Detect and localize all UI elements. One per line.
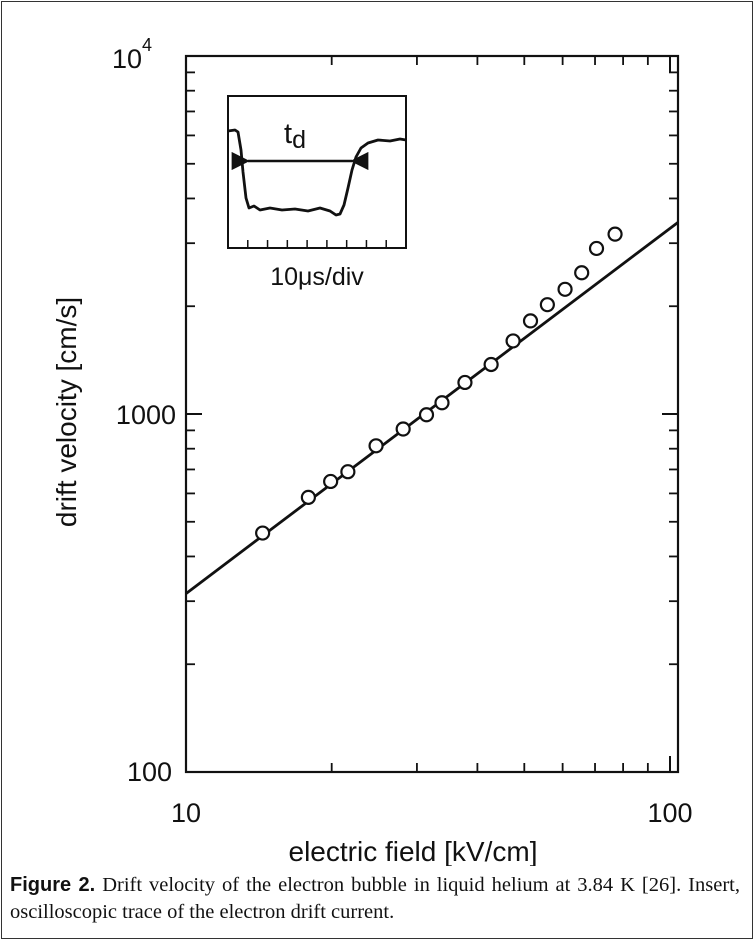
data-point [395, 421, 411, 437]
data-point [557, 281, 573, 297]
y-tick-label-10000: 104 [112, 35, 152, 74]
y-axis-title: drift velocity [cm/s] [51, 297, 82, 527]
data-point [418, 407, 435, 423]
data-point [300, 489, 316, 505]
data-point [607, 226, 623, 242]
inset-frame [227, 95, 407, 249]
data-point [368, 438, 384, 454]
caption-text: Drift velocity of the electron bubble in… [10, 874, 740, 923]
timebase-label: 10μs/div [270, 263, 364, 291]
inset-oscilloscope: td 10μs/div [227, 95, 407, 291]
inset-trace [227, 128, 407, 217]
data-point [574, 265, 590, 281]
data-point [340, 464, 356, 480]
data-point [457, 374, 473, 391]
td-label: td [284, 118, 306, 154]
data-point [434, 395, 450, 411]
data-point [539, 297, 555, 313]
x-tick-label-10: 10 [171, 798, 201, 828]
figure-number: Figure 2. [10, 874, 96, 896]
x-tick-labels: 10 100 [171, 798, 693, 828]
data-points [255, 226, 623, 541]
data-point [483, 356, 499, 373]
inset-ticks [247, 240, 387, 248]
x-tick-label-100: 100 [647, 798, 692, 828]
x-axis-title: electric field [kV/cm] [289, 836, 538, 866]
data-point [505, 333, 521, 349]
axis-ticks [185, 55, 678, 773]
data-point [588, 240, 605, 257]
data-point [255, 525, 271, 541]
y-tick-label-100: 100 [127, 757, 172, 787]
data-point [522, 313, 539, 329]
figure-caption: Figure 2. Drift velocity of the electron… [10, 872, 740, 926]
y-tick-labels: 104 1000 100 [112, 35, 176, 787]
data-point [323, 473, 339, 490]
y-tick-label-1000: 1000 [116, 400, 176, 430]
chart: 10 100 104 1000 100 electric field [kV/c… [51, 35, 693, 866]
